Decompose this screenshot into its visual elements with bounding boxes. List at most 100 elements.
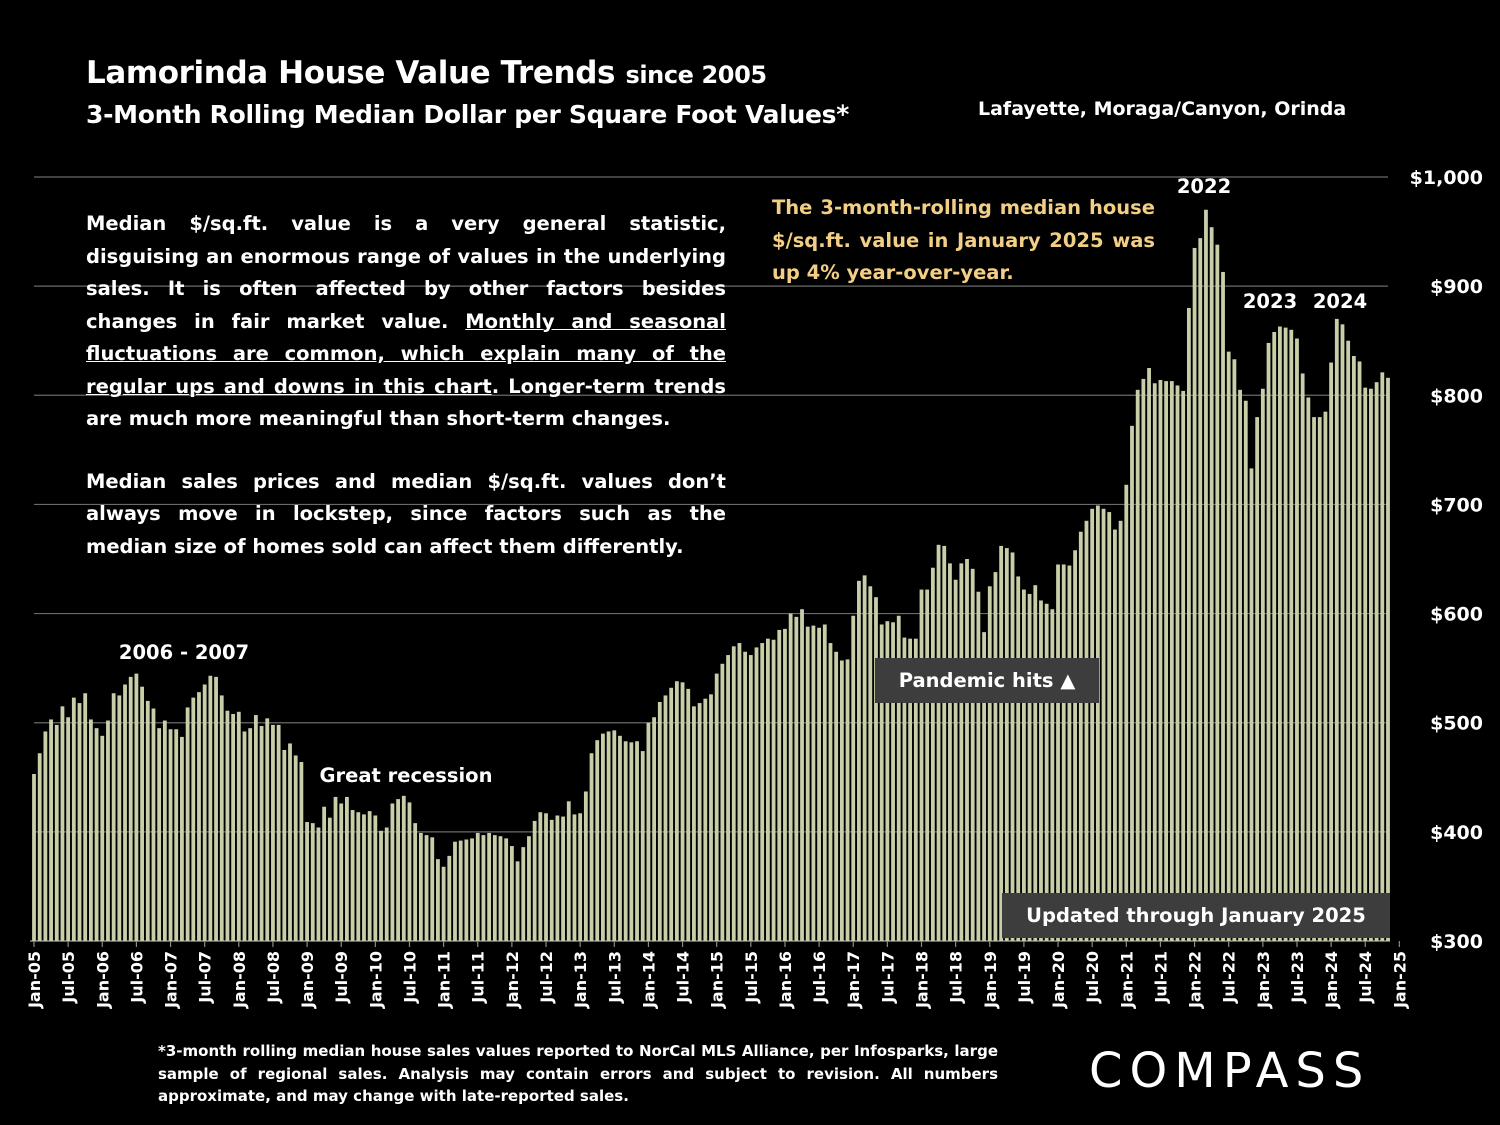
bar — [1312, 417, 1316, 941]
bar — [1050, 609, 1055, 941]
x-tick-label: Jul-19 — [1015, 951, 1034, 1004]
bar — [140, 686, 144, 941]
bar — [231, 713, 236, 941]
x-tick-label: Jan-09 — [298, 951, 317, 1009]
bar — [111, 693, 116, 941]
bar — [714, 673, 719, 941]
bar — [333, 796, 338, 941]
bar — [783, 628, 787, 941]
bar — [731, 646, 736, 941]
x-tick-label: Jul-23 — [1288, 951, 1307, 1004]
bar — [396, 799, 400, 941]
bar — [839, 660, 844, 941]
bar — [157, 728, 162, 941]
bar — [1090, 508, 1095, 941]
bar — [248, 728, 253, 941]
bar — [1374, 382, 1379, 941]
bar — [100, 735, 105, 941]
annotation-2006-2007: 2006 - 2007 — [119, 641, 249, 664]
bar — [1164, 381, 1169, 942]
bar — [151, 708, 156, 941]
bar — [1084, 520, 1089, 941]
x-tick-label: Jan-14 — [639, 951, 658, 1009]
bar — [618, 735, 622, 941]
bar — [168, 729, 173, 941]
bar — [680, 682, 685, 941]
annotation-2022: 2022 — [1177, 175, 1231, 198]
bar — [310, 823, 315, 941]
bar — [635, 741, 639, 941]
x-tick-label: Jul-14 — [674, 951, 693, 1004]
bar — [1329, 362, 1334, 941]
bar — [504, 838, 509, 941]
bar — [828, 643, 833, 941]
bar — [77, 703, 82, 941]
x-tick-label: Jan-05 — [25, 951, 44, 1009]
bar — [1056, 564, 1060, 941]
bar — [737, 643, 742, 941]
bar — [276, 724, 281, 941]
x-tick-label: Jul-15 — [742, 951, 761, 1004]
bar — [436, 859, 440, 941]
bar — [942, 545, 947, 941]
bar — [1039, 600, 1043, 941]
bar — [441, 866, 446, 941]
bar — [640, 751, 645, 941]
bar — [686, 688, 691, 941]
bar — [1044, 603, 1049, 941]
x-tick-label: Jan-08 — [230, 951, 249, 1009]
bar — [845, 659, 850, 941]
bar — [1135, 389, 1140, 942]
x-tick-label: Jul-12 — [537, 951, 556, 1004]
bar — [299, 762, 304, 941]
chart-subtitle: 3-Month Rolling Median Dollar per Square… — [86, 100, 849, 129]
bar — [373, 815, 378, 941]
bar — [94, 728, 99, 941]
bar — [982, 632, 986, 941]
bar — [669, 687, 674, 941]
bar — [760, 643, 765, 941]
bar — [629, 742, 634, 941]
bar — [362, 814, 366, 941]
bar — [976, 591, 981, 941]
bar — [1152, 383, 1157, 941]
bar — [1380, 372, 1385, 941]
bar — [145, 700, 150, 941]
bar — [106, 720, 110, 941]
y-tick-label: $700 — [1430, 494, 1483, 516]
x-tick-label: Jul-21 — [1151, 951, 1170, 1004]
bar — [1141, 378, 1146, 941]
bar — [458, 840, 463, 941]
bar — [544, 813, 548, 941]
x-tick-label: Jul-18 — [947, 951, 966, 1004]
bar — [1386, 377, 1390, 941]
x-tick-label: Jul-20 — [1083, 951, 1102, 1004]
annotation-2024: 2024 — [1313, 290, 1367, 313]
bar — [322, 806, 327, 941]
x-tick-label: Jul-24 — [1356, 951, 1375, 1004]
bar — [948, 563, 952, 941]
bar — [1004, 548, 1009, 941]
bar — [1266, 342, 1271, 941]
bar — [174, 729, 179, 941]
bar — [703, 698, 708, 941]
bar — [589, 753, 594, 941]
bar — [1067, 565, 1072, 941]
bar — [1346, 340, 1351, 942]
bar — [162, 720, 167, 941]
x-axis-ticks: Jan-05 Jul-05 Jan-06 Jul-06 Jan-07 Jul-07 Jan-… — [25, 941, 1409, 1009]
bar — [1175, 385, 1180, 942]
bar — [492, 835, 497, 941]
bar — [1317, 417, 1322, 941]
bar — [1130, 425, 1134, 942]
bar — [822, 624, 827, 941]
bar — [498, 836, 503, 941]
bar — [851, 615, 856, 941]
bar — [1027, 593, 1032, 941]
bar — [401, 795, 406, 941]
bar — [623, 741, 628, 941]
bar — [555, 815, 560, 941]
bar — [356, 812, 361, 941]
x-tick-label: Jul-05 — [59, 951, 78, 1004]
